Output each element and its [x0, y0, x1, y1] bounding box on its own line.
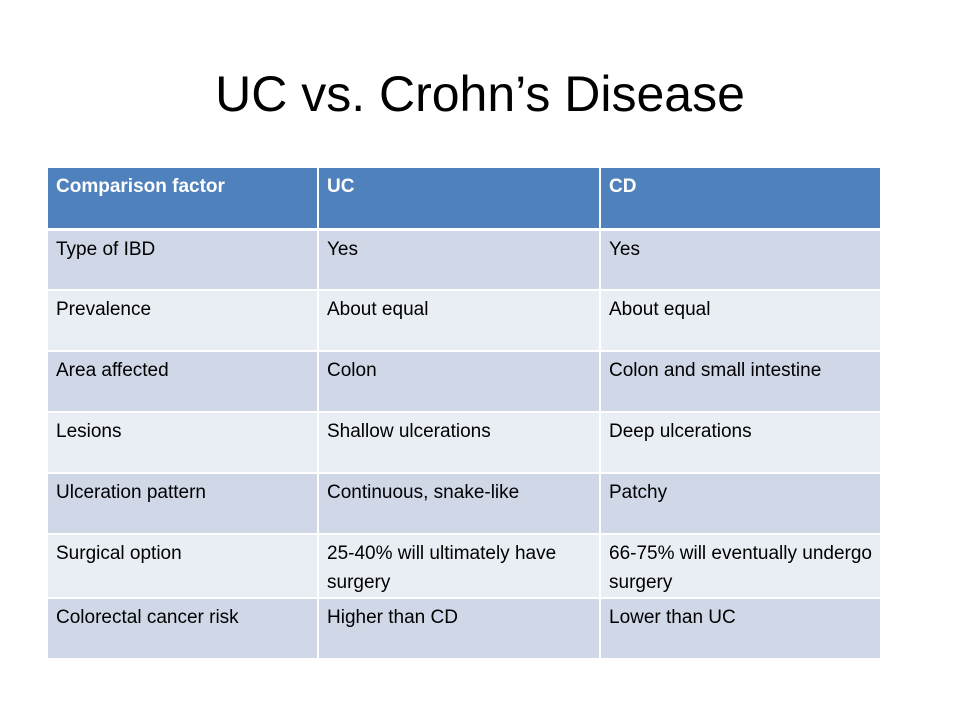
- cd-cell: 66-75% will eventually undergo surgery: [600, 534, 880, 599]
- table-row: Lesions Shallow ulcerations Deep ulcerat…: [48, 412, 880, 474]
- row-label: Type of IBD: [48, 229, 319, 291]
- table-row: Ulceration pattern Continuous, snake-lik…: [48, 473, 880, 535]
- table-row: Type of IBD Yes Yes: [48, 229, 880, 291]
- header-cd: CD: [600, 168, 880, 231]
- uc-cell: Yes: [318, 229, 601, 291]
- uc-cell: About equal: [318, 290, 601, 352]
- table-header-row: Comparison factor UC CD: [48, 168, 880, 231]
- comparison-table: Comparison factor UC CD Type of IBD Yes …: [48, 168, 880, 660]
- cd-cell: Yes: [600, 229, 880, 291]
- cd-cell: Colon and small intestine: [600, 351, 880, 413]
- cd-cell: Deep ulcerations: [600, 412, 880, 474]
- table-row: Surgical option 25-40% will ultimately h…: [48, 534, 880, 599]
- table-row: Prevalence About equal About equal: [48, 290, 880, 352]
- uc-cell: Shallow ulcerations: [318, 412, 601, 474]
- slide-title: UC vs. Crohn’s Disease: [215, 66, 745, 122]
- uc-cell: 25-40% will ultimately have surgery: [318, 534, 601, 599]
- uc-cell: Colon: [318, 351, 601, 413]
- cd-cell: About equal: [600, 290, 880, 352]
- cd-cell: Lower than UC: [600, 598, 880, 660]
- row-label: Surgical option: [48, 534, 319, 599]
- uc-cell: Higher than CD: [318, 598, 601, 660]
- row-label: Colorectal cancer risk: [48, 598, 319, 660]
- row-label: Area affected: [48, 351, 319, 413]
- table-row: Area affected Colon Colon and small inte…: [48, 351, 880, 413]
- row-label: Ulceration pattern: [48, 473, 319, 535]
- table-row: Colorectal cancer risk Higher than CD Lo…: [48, 598, 880, 660]
- cd-cell: Patchy: [600, 473, 880, 535]
- row-label: Lesions: [48, 412, 319, 474]
- header-comparison-factor: Comparison factor: [48, 168, 319, 231]
- uc-cell: Continuous, snake-like: [318, 473, 601, 535]
- header-uc: UC: [318, 168, 601, 231]
- row-label: Prevalence: [48, 290, 319, 352]
